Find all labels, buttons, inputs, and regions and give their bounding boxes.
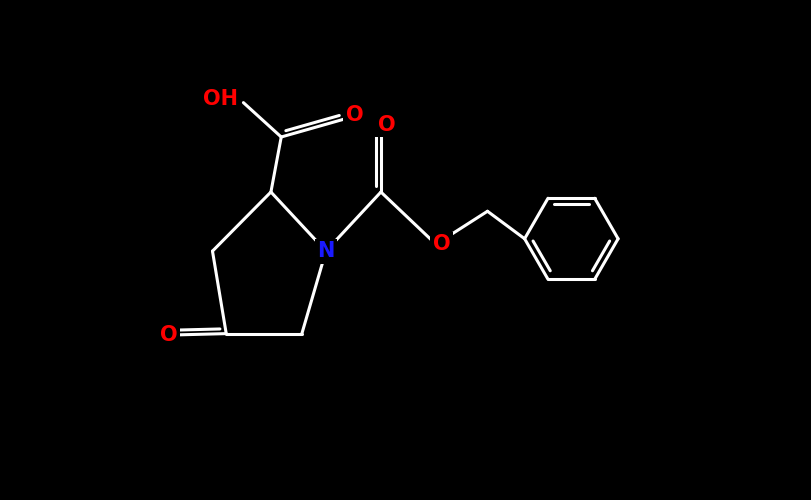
Text: O: O xyxy=(161,325,178,345)
Text: O: O xyxy=(346,105,363,125)
Text: O: O xyxy=(378,114,395,134)
Text: O: O xyxy=(161,325,178,345)
Text: O: O xyxy=(378,114,395,134)
Text: O: O xyxy=(432,234,450,254)
Text: O: O xyxy=(346,105,363,125)
Text: OH: OH xyxy=(203,89,238,109)
Text: O: O xyxy=(432,234,450,254)
Text: OH: OH xyxy=(203,89,238,109)
Text: N: N xyxy=(317,241,335,261)
